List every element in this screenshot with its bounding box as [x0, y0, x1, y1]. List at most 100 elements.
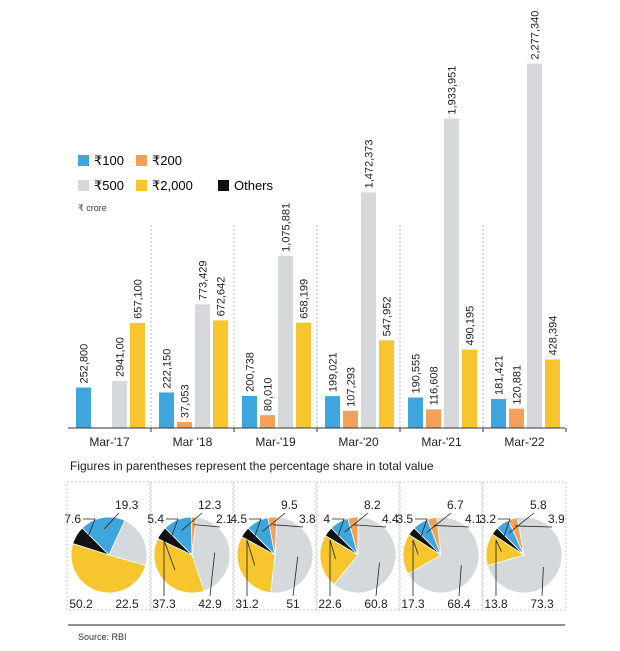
- pie-leader-line: [163, 539, 176, 596]
- legend-label-others: Others: [234, 178, 274, 193]
- bar: [278, 255, 293, 428]
- pie-value-label: 5.8: [530, 498, 547, 512]
- pie-value-label: 17.3: [401, 597, 425, 611]
- bar: [343, 410, 358, 428]
- bar-value-label: 1,933,951: [447, 66, 459, 115]
- pie-leader-line: [193, 524, 221, 528]
- bar-value-label: 222,150: [162, 349, 174, 389]
- pie-leader-line: [332, 518, 345, 539]
- pie-leader-line: [498, 518, 511, 539]
- bar-value-label: 1,472,373: [364, 139, 376, 188]
- pie-value-label: 3.5: [396, 512, 413, 526]
- pie-leader-line: [495, 539, 502, 596]
- pie-value-label: 19.3: [115, 498, 139, 512]
- bar-value-label: 428,394: [548, 316, 560, 356]
- pie-leader-line: [375, 562, 380, 597]
- pie-slice: [408, 527, 442, 556]
- pie-charts: 19.3 7.6 50.2 22.5 12.32.1 5.4 37.3 42.9 9.53.8 4…: [64, 481, 567, 611]
- legend-label-2000: ₹2,000: [152, 178, 193, 193]
- pie-value-label: 9.5: [281, 498, 298, 512]
- pie-slice: [270, 516, 314, 594]
- bar: [130, 322, 145, 428]
- bar: [444, 118, 459, 428]
- bar-chart: 252,800 2941,00 657,100 222,150 37,053 773,42…: [76, 11, 560, 428]
- pie-leader-line: [262, 512, 286, 532]
- bar-value-label: 2,277,340: [530, 11, 542, 60]
- legend-label-200: ₹200: [152, 153, 182, 168]
- pie-slice: [491, 527, 525, 556]
- bar: [159, 392, 174, 428]
- pie-slice: [191, 516, 231, 592]
- pie-value-label: 22.6: [318, 597, 342, 611]
- bar: [379, 340, 394, 428]
- bar-value-label: 116,608: [429, 366, 441, 405]
- pie-value-label: 5.4: [147, 512, 164, 526]
- pie-leader-line: [166, 518, 179, 540]
- bar: [545, 359, 560, 428]
- x-tick-label: Mar '18: [173, 435, 213, 449]
- bar-value-label: 658,199: [299, 279, 311, 319]
- pie-leader-line: [249, 518, 262, 540]
- pie-slice: [241, 527, 276, 556]
- bar: [408, 397, 423, 428]
- pie-leader-line: [458, 565, 462, 597]
- pie-slice: [236, 536, 276, 594]
- bar: [325, 396, 340, 428]
- pie-leader-line: [329, 539, 336, 596]
- bar: [177, 422, 192, 428]
- legend-swatch-200: [136, 155, 147, 166]
- pie-value-label: 50.2: [69, 597, 93, 611]
- pie-panel: [149, 481, 235, 611]
- x-tick-label: Mar-'22: [504, 435, 545, 449]
- pie-value-label: 4.5: [230, 512, 247, 526]
- pie-value-label: 42.9: [198, 597, 222, 611]
- pie-leader-line: [515, 525, 553, 528]
- bar-value-label: 190,555: [411, 354, 423, 394]
- x-tick-label: Mar-'20: [338, 435, 379, 449]
- pie-slice: [153, 538, 205, 594]
- pie-value-label: 8.2: [364, 498, 381, 512]
- bar: [296, 322, 311, 428]
- pie-slice: [108, 519, 148, 567]
- x-tick-label: Mar-'19: [255, 435, 296, 449]
- legend: ₹100 ₹200 ₹500 ₹2,000 Others ₹ crore: [78, 153, 274, 213]
- pie-value-label: 37.3: [152, 597, 176, 611]
- pie-note: Figures in parentheses represent the per…: [70, 459, 434, 473]
- legend-swatch-100: [78, 155, 89, 166]
- pie-slice: [333, 516, 397, 594]
- legend-label-500: ₹500: [94, 178, 124, 193]
- legend-swatch-others: [218, 180, 229, 191]
- pie-leader-line: [104, 512, 120, 530]
- x-tick-label: Mar-'21: [421, 435, 462, 449]
- bar: [112, 380, 127, 428]
- pie-leader-line: [209, 552, 216, 597]
- source-label: Source: RBI: [78, 632, 127, 642]
- legend-swatch-2000: [136, 180, 147, 191]
- pie-panel: [398, 481, 484, 611]
- pie-leader-line: [246, 539, 256, 596]
- bar-value-label: 2941,00: [115, 337, 127, 377]
- bar: [491, 398, 506, 428]
- pie-value-label: 3.2: [479, 512, 496, 526]
- pie-panel: [232, 481, 318, 611]
- pie-value-label: 4.4: [382, 512, 399, 526]
- pie-value-label: 6.7: [447, 498, 464, 512]
- pie-leader-line: [508, 512, 535, 534]
- pie-leader-line: [292, 556, 299, 597]
- bar: [76, 387, 91, 428]
- x-axis-ticks: Mar-'17 Mar '18 Mar-'19 Mar-'20 Mar-'21 Mar-'…: [89, 428, 567, 449]
- bar: [260, 415, 275, 428]
- bar-value-label: 773,429: [198, 260, 210, 300]
- x-tick-label: Mar-'17: [89, 435, 130, 449]
- bar-value-label: 120,881: [512, 365, 524, 405]
- pie-value-label: 3.9: [548, 512, 565, 526]
- bar-value-label: 37,053: [180, 384, 192, 418]
- pie-value-label: 4: [323, 512, 330, 526]
- pie-panel: [481, 481, 567, 611]
- pie-value-label: 31.2: [235, 597, 259, 611]
- bar-value-label: 199,021: [328, 352, 340, 392]
- bar-value-label: 672,642: [216, 277, 228, 317]
- legend-swatch-500: [78, 180, 89, 191]
- pie-value-label: 12.3: [198, 498, 222, 512]
- bar: [426, 409, 441, 428]
